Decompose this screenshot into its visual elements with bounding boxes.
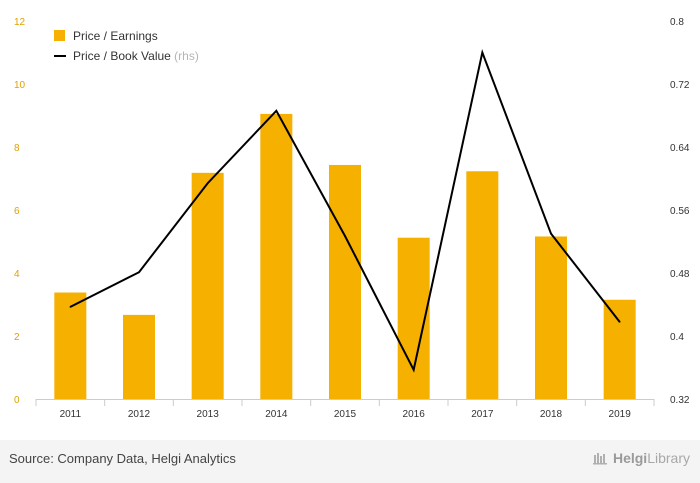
right-tick-label: 0.8 bbox=[670, 17, 684, 28]
point-price-book-value bbox=[618, 321, 621, 323]
x-tick-label: 2013 bbox=[197, 409, 220, 420]
right-tick-label: 0.72 bbox=[670, 80, 690, 91]
left-tick-label: 2 bbox=[14, 332, 20, 343]
right-tick-label: 0.56 bbox=[670, 206, 690, 217]
right-axis: 0.32 0.4 0.48 0.56 0.64 0.72 0.8 bbox=[670, 17, 690, 406]
right-tick-label: 0.32 bbox=[670, 395, 690, 406]
bar-series bbox=[54, 113, 636, 400]
left-tick-label: 6 bbox=[14, 206, 20, 217]
bar-price-earnings bbox=[329, 164, 361, 399]
bar-price-earnings bbox=[466, 171, 499, 399]
library-icon bbox=[592, 453, 607, 465]
left-tick-label: 12 bbox=[14, 17, 26, 28]
right-tick-label: 0.48 bbox=[670, 269, 690, 280]
legend-label-rhs-suffix: (rhs) bbox=[174, 49, 199, 63]
bar-price-earnings bbox=[603, 299, 636, 399]
point-price-book-value bbox=[481, 51, 484, 54]
left-tick-label: 4 bbox=[14, 269, 20, 280]
svg-text:Price / Book Value (rhs): Price / Book Value (rhs) bbox=[73, 49, 199, 63]
x-axis: 2011 2012 2013 2014 2015 2016 2017 2018 2019 bbox=[35, 399, 655, 420]
left-axis: 0 2 4 6 8 10 12 bbox=[14, 17, 26, 406]
brand-logo: HelgiLibrary bbox=[592, 450, 690, 466]
source-note: Source: Company Data, Helgi Analytics bbox=[9, 451, 236, 466]
bar-price-earnings bbox=[535, 236, 567, 399]
legend: Price / Earnings Price / Book Value (rhs… bbox=[54, 29, 199, 63]
right-tick-label: 0.64 bbox=[670, 143, 690, 154]
bar-price-earnings bbox=[123, 314, 155, 399]
point-price-book-value bbox=[275, 109, 278, 112]
x-tick-label: 2018 bbox=[540, 409, 563, 420]
x-tick-label: 2015 bbox=[334, 409, 357, 420]
point-price-book-value bbox=[550, 232, 552, 235]
bar-price-earnings bbox=[54, 292, 87, 399]
brand-name: HelgiLibrary bbox=[612, 450, 690, 466]
x-tick-label: 2016 bbox=[403, 409, 426, 420]
point-price-book-value bbox=[138, 271, 140, 274]
x-tick-label: 2017 bbox=[471, 409, 494, 420]
bar-price-earnings bbox=[191, 172, 224, 399]
x-tick-label: 2014 bbox=[265, 409, 288, 420]
left-tick-label: 0 bbox=[14, 395, 20, 406]
x-tick-label: 2011 bbox=[60, 409, 82, 420]
footer: Source: Company Data, Helgi Analytics He… bbox=[0, 440, 700, 483]
bar-price-earnings bbox=[260, 113, 293, 400]
point-price-book-value bbox=[69, 306, 72, 308]
line-series bbox=[69, 48, 621, 373]
legend-swatch-price-earnings bbox=[54, 30, 65, 41]
x-tick-label: 2012 bbox=[128, 409, 151, 420]
point-price-book-value bbox=[344, 235, 346, 237]
x-tick-label: 2019 bbox=[609, 409, 632, 420]
right-tick-label: 0.4 bbox=[670, 332, 684, 343]
legend-label-price-earnings: Price / Earnings bbox=[73, 29, 158, 43]
left-tick-label: 8 bbox=[14, 143, 20, 154]
legend-label-price-book-value: Price / Book Value bbox=[73, 49, 171, 63]
chart: 0 2 4 6 8 10 12 0.32 0.4 0.48 0.56 0.64 0.72 0.8 201… bbox=[14, 17, 690, 420]
point-price-book-value bbox=[206, 182, 209, 185]
point-price-book-value bbox=[412, 369, 415, 371]
left-tick-label: 10 bbox=[14, 80, 26, 91]
